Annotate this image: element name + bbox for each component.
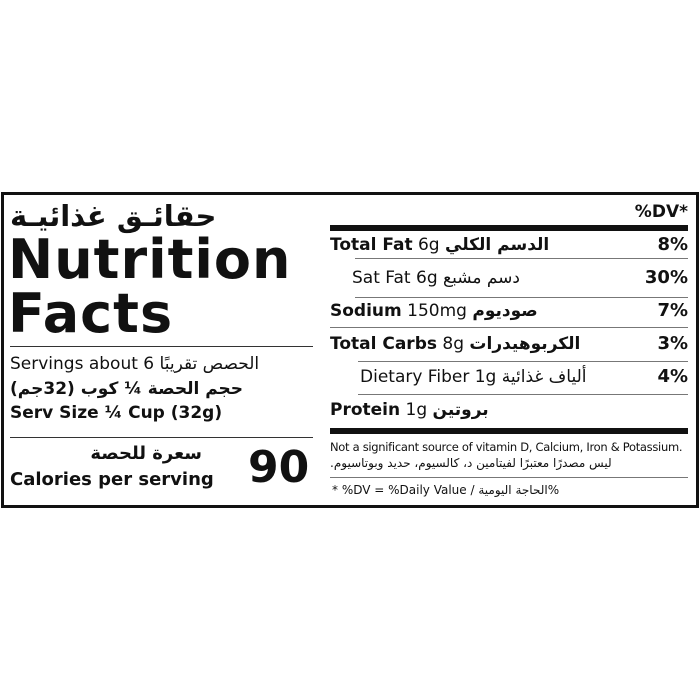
title-nutrition: Nutrition: [8, 228, 292, 291]
servings-en: Servings about 6: [10, 354, 155, 374]
thick-divider: [330, 225, 688, 231]
nutrient-name: Sodium: [330, 301, 402, 321]
nutrient-amount: 150mg: [407, 301, 467, 321]
nutrient-name-ar: دسم مشبع: [443, 268, 520, 288]
nutrient-label: Total Fat 6g الدسم الكلي: [330, 233, 549, 257]
daily-value: 8%: [657, 234, 688, 255]
servings-ar: الحصص تقريبًا: [159, 354, 260, 374]
nutrient-row: Total Fat 6g الدسم الكلي 8%: [330, 233, 688, 257]
nutrient-name: Total Carbs: [330, 334, 437, 354]
daily-value: 7%: [657, 300, 688, 321]
nutrient-row: Total Carbs 8g الكربوهيدرات 3%: [330, 332, 688, 356]
nutrient-label: Protein 1g بروتين: [330, 398, 489, 422]
thick-divider: [330, 428, 688, 434]
nutrient-label: Sat Fat 6g دسم مشبع: [352, 266, 520, 290]
calories-ar: سعرة للحصة: [90, 443, 202, 464]
divider: [330, 477, 688, 478]
footnote: * %DV = %Daily Value / الحاجة اليومية%: [332, 483, 560, 497]
calories-en: Calories per serving: [10, 469, 214, 490]
nutrient-name-ar: بروتين: [432, 400, 489, 420]
nutrient-row: Sat Fat 6g دسم مشبع 30%: [330, 266, 688, 290]
serving-size-en: Serv Size ¼ Cup (32g): [10, 403, 223, 423]
daily-value: 30%: [644, 267, 688, 288]
nutrient-name-ar: الدسم الكلي: [445, 235, 550, 255]
nutrient-name-ar: الكربوهيدرات: [469, 334, 581, 354]
nutrient-amount: 1g: [405, 400, 428, 420]
divider: [330, 327, 688, 328]
note-ar: ليس مصدرًا معتبرًا لفيتامين د، كالسيوم، …: [330, 456, 612, 470]
nutrient-name-ar: ألياف غذائية: [501, 367, 587, 387]
nutrient-name: Sat Fat: [352, 268, 411, 288]
divider: [358, 394, 688, 395]
divider: [355, 297, 688, 298]
daily-value: 4%: [657, 366, 688, 387]
nutrient-row: Sodium 150mg صوديوم 7%: [330, 299, 688, 323]
nutrient-label: Dietary Fiber 1g ألياف غذائية: [360, 365, 587, 389]
serving-size-ar: حجم الحصة ¼ كوب (32جم): [10, 379, 244, 399]
servings: Servings about 6 الحصص تقريبًا: [10, 352, 259, 376]
nutrient-amount: 8g: [442, 334, 464, 354]
nutrient-name-ar: صوديوم: [472, 301, 538, 321]
calories-value: 90: [248, 442, 310, 493]
nutrient-row: Protein 1g بروتين: [330, 398, 688, 422]
title-arabic: حقائـق غذائيـة: [10, 199, 217, 233]
divider: [10, 346, 313, 347]
dv-header: %DV*: [634, 202, 688, 222]
nutrient-amount: 6g: [417, 235, 440, 255]
divider: [355, 258, 688, 259]
daily-value: 3%: [657, 333, 688, 354]
nutrient-name: Protein: [330, 400, 401, 420]
divider: [358, 361, 688, 362]
nutrient-row: Dietary Fiber 1g ألياف غذائية 4%: [330, 365, 688, 389]
nutrition-label: [1, 192, 699, 508]
nutrient-name: Dietary Fiber: [360, 367, 470, 387]
title-facts: Facts: [8, 282, 174, 345]
note-en: Not a significant source of vitamin D, C…: [330, 440, 683, 454]
divider: [10, 437, 313, 438]
nutrient-label: Sodium 150mg صوديوم: [330, 299, 538, 323]
nutrient-amount: 1g: [474, 367, 497, 387]
nutrient-amount: 6g: [416, 268, 438, 288]
nutrient-name: Total Fat: [330, 235, 413, 255]
nutrient-label: Total Carbs 8g الكربوهيدرات: [330, 332, 580, 356]
